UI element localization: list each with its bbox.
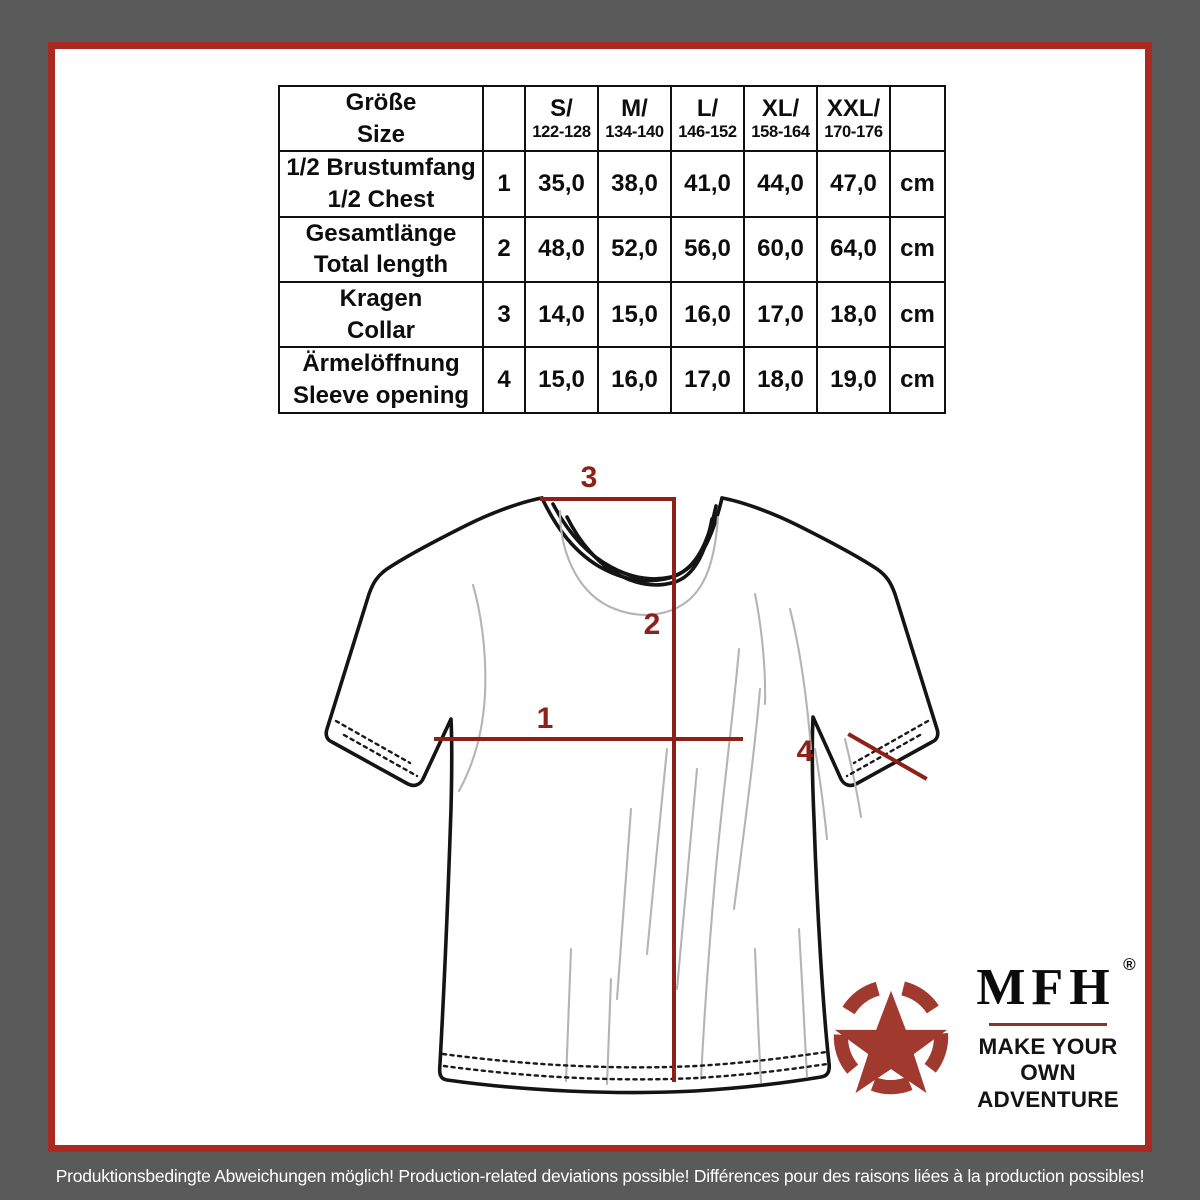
size-name-l: L/	[696, 94, 719, 122]
size-name-s: S/	[550, 94, 573, 122]
cell-collar-xxl: 18,0	[816, 281, 891, 349]
row-unit-sleeve: cm	[889, 346, 946, 414]
row-label-length: Gesamtlänge Total length	[278, 215, 484, 284]
star-in-broken-circle-icon	[833, 980, 949, 1094]
logo-tagline-line2: ADVENTURE	[977, 1086, 1119, 1112]
row-index-collar: 3	[482, 281, 526, 349]
size-range-xxl: 170-176	[824, 122, 883, 141]
row-label-en: Collar	[346, 316, 415, 344]
table-row: Ärmelöffnung Sleeve opening 4 15,0 16,0 …	[278, 346, 946, 414]
header-size-label: Größe Size	[278, 84, 484, 153]
cell-chest-m: 38,0	[597, 150, 672, 218]
row-label-chest: 1/2 Brustumfang 1/2 Chest	[278, 150, 484, 218]
disclaimer-text: Produktionsbedingte Abweichungen möglich…	[55, 1165, 1145, 1186]
row-label-de: Kragen	[339, 285, 423, 313]
cell-length-l: 56,0	[670, 215, 745, 284]
chart-canvas: 3 2 1 4 Größe Size	[55, 49, 1145, 1145]
logo-brand-text: MFH	[976, 958, 1116, 1016]
size-name-m: M/	[621, 94, 648, 122]
header-size-l: L/ 146-152	[670, 84, 745, 153]
logo-tagline: MAKE YOUR OWN ADVENTURE	[971, 1034, 1125, 1114]
cell-chest-l: 41,0	[670, 150, 745, 218]
cell-length-m: 52,0	[597, 215, 672, 284]
header-size-xl: XL/ 158-164	[743, 84, 818, 153]
logo-tagline-line1: MAKE YOUR OWN	[978, 1033, 1118, 1086]
table-row: Kragen Collar 3 14,0 15,0 16,0 17,0 18,0…	[278, 281, 946, 349]
row-label-de: Gesamtlänge	[305, 219, 457, 247]
row-label-collar: Kragen Collar	[278, 281, 484, 349]
size-name-xxl: XXL/	[826, 94, 881, 122]
header-size-m: M/ 134-140	[597, 84, 672, 153]
cell-length-xl: 60,0	[743, 215, 818, 284]
size-range-xl: 158-164	[751, 122, 810, 141]
cell-chest-xxl: 47,0	[816, 150, 891, 218]
row-unit-collar: cm	[889, 281, 946, 349]
marker-label-2: 2	[644, 608, 661, 641]
cell-collar-l: 16,0	[670, 281, 745, 349]
marker-label-3: 3	[581, 461, 598, 494]
registered-trademark-icon: ®	[1123, 954, 1136, 974]
size-range-s: 122-128	[532, 122, 591, 141]
table-row: 1/2 Brustumfang 1/2 Chest 1 35,0 38,0 41…	[278, 150, 946, 218]
header-size-xxl: XXL/ 170-176	[816, 84, 891, 153]
cell-sleeve-l: 17,0	[670, 346, 745, 414]
row-label-en: 1/2 Chest	[327, 186, 435, 214]
logo-divider	[989, 1022, 1107, 1026]
cell-sleeve-m: 16,0	[597, 346, 672, 414]
marker-label-1: 1	[537, 702, 554, 735]
red-frame-border: 3 2 1 4 Größe Size	[48, 42, 1152, 1152]
logo-text-block: MFH ® MAKE YOUR OWN ADVENTURE	[971, 956, 1135, 1114]
row-label-en: Total length	[313, 251, 449, 279]
size-table-container: Größe Size S/ 122-128 M/ 134-140	[278, 84, 946, 414]
header-size-label-de: Größe	[345, 89, 417, 116]
size-name-xl: XL/	[761, 94, 800, 122]
cell-length-s: 48,0	[524, 215, 599, 284]
cell-sleeve-xxl: 19,0	[816, 346, 891, 414]
mfh-logo: MFH ® MAKE YOUR OWN ADVENTURE	[825, 954, 1136, 1119]
cell-collar-m: 15,0	[597, 281, 672, 349]
marker-label-4: 4	[797, 735, 814, 768]
header-unit-col	[889, 84, 946, 153]
measure-line-4	[847, 732, 928, 781]
cell-collar-s: 14,0	[524, 281, 599, 349]
row-label-sleeve: Ärmelöffnung Sleeve opening	[278, 346, 484, 414]
size-table: Größe Size S/ 122-128 M/ 134-140	[278, 84, 946, 414]
row-label-de: 1/2 Brustumfang	[286, 154, 476, 182]
header-size-s: S/ 122-128	[524, 84, 599, 153]
logo-brand: MFH ®	[976, 956, 1135, 1016]
size-range-l: 146-152	[678, 122, 737, 141]
row-unit-length: cm	[889, 215, 946, 284]
row-index-chest: 1	[482, 150, 526, 218]
disclaimer-bar: Produktionsbedingte Abweichungen möglich…	[0, 1152, 1200, 1200]
table-row: Gesamtlänge Total length 2 48,0 52,0 56,…	[278, 215, 946, 284]
row-index-length: 2	[482, 215, 526, 284]
cell-chest-xl: 44,0	[743, 150, 818, 218]
cell-sleeve-xl: 18,0	[743, 346, 818, 414]
header-index-col	[482, 84, 526, 153]
cell-collar-xl: 17,0	[743, 281, 818, 349]
size-table-body: Größe Size S/ 122-128 M/ 134-140	[278, 84, 946, 414]
size-range-m: 134-140	[605, 122, 664, 141]
row-label-en: Sleeve opening	[292, 382, 470, 410]
row-unit-chest: cm	[889, 150, 946, 218]
row-label-de: Ärmelöffnung	[302, 350, 460, 378]
cell-sleeve-s: 15,0	[524, 346, 599, 414]
cell-length-xxl: 64,0	[816, 215, 891, 284]
row-index-sleeve: 4	[482, 346, 526, 414]
header-size-label-en: Size	[356, 120, 406, 148]
cell-chest-s: 35,0	[524, 150, 599, 218]
table-header-row: Größe Size S/ 122-128 M/ 134-140	[278, 84, 946, 153]
